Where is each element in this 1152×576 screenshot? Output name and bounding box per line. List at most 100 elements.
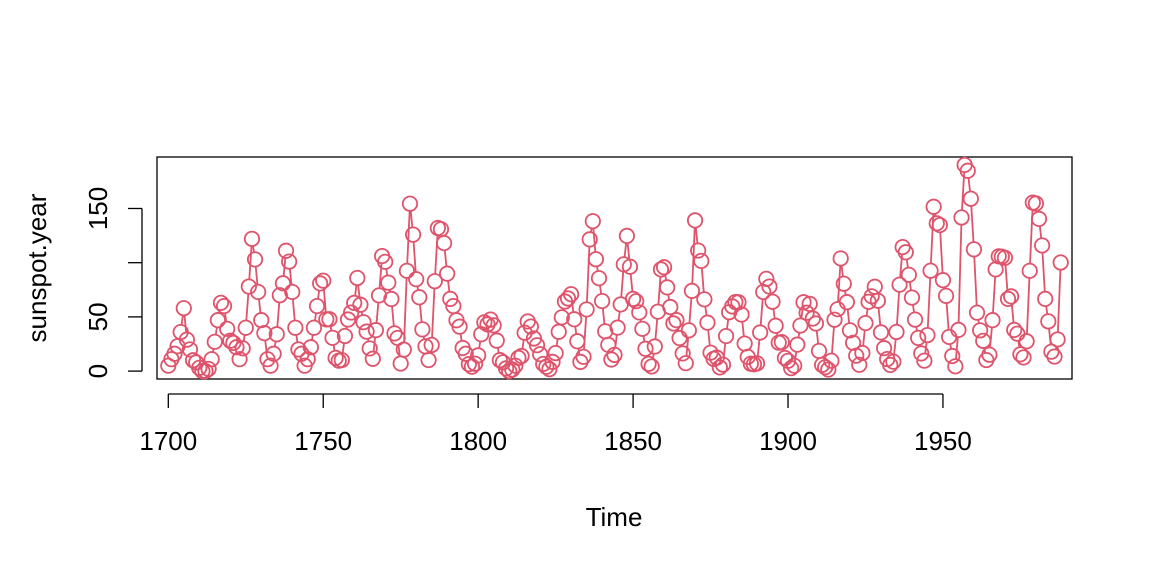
data-point bbox=[717, 327, 735, 345]
data-point bbox=[584, 213, 601, 230]
data-point bbox=[178, 331, 195, 348]
data-point bbox=[1027, 195, 1045, 212]
data-point bbox=[386, 325, 403, 342]
data-point bbox=[1006, 321, 1023, 339]
series-segment bbox=[700, 268, 705, 293]
data-point bbox=[869, 292, 886, 309]
data-point bbox=[315, 272, 332, 289]
series-segment bbox=[447, 280, 451, 292]
data-point bbox=[451, 318, 468, 335]
series-segment bbox=[626, 242, 631, 260]
data-point bbox=[628, 293, 645, 310]
data-point bbox=[662, 298, 679, 316]
data-point bbox=[851, 356, 868, 373]
data-point bbox=[324, 329, 341, 346]
data-point bbox=[1052, 254, 1069, 271]
data-point bbox=[457, 345, 474, 362]
data-point bbox=[594, 292, 611, 310]
data-point bbox=[203, 351, 220, 368]
series-segment bbox=[555, 338, 559, 347]
data-point bbox=[795, 294, 812, 311]
data-point bbox=[962, 190, 979, 207]
data-point bbox=[888, 323, 905, 341]
data-point bbox=[466, 355, 484, 372]
data-point bbox=[975, 332, 992, 349]
data-point bbox=[209, 312, 226, 329]
data-point bbox=[352, 296, 369, 313]
data-point bbox=[559, 290, 577, 307]
data-point bbox=[246, 251, 264, 268]
data-point bbox=[284, 283, 301, 301]
series-segment bbox=[955, 337, 959, 360]
series-segment bbox=[214, 327, 218, 335]
series-segment bbox=[831, 326, 835, 354]
data-point bbox=[683, 282, 701, 299]
series-segment bbox=[741, 321, 745, 337]
y-tick-label: 150 bbox=[83, 187, 113, 230]
data-point bbox=[268, 326, 285, 343]
series-segment bbox=[840, 265, 844, 277]
data-point bbox=[411, 289, 428, 306]
x-tick-label: 1900 bbox=[759, 426, 817, 456]
data-point bbox=[305, 319, 323, 336]
data-point bbox=[764, 293, 781, 310]
data-point bbox=[231, 351, 248, 368]
series-segment bbox=[317, 290, 321, 300]
series-segment bbox=[973, 256, 978, 306]
data-point bbox=[367, 322, 385, 339]
data-point bbox=[237, 319, 254, 336]
data-point bbox=[999, 290, 1017, 307]
data-point bbox=[925, 198, 942, 215]
series-segment bbox=[406, 210, 411, 264]
data-point bbox=[420, 351, 437, 369]
series-segment bbox=[443, 250, 448, 267]
data-point bbox=[212, 294, 230, 311]
data-point bbox=[175, 300, 192, 317]
series-segment bbox=[295, 334, 299, 343]
data-point bbox=[875, 340, 893, 357]
data-point bbox=[693, 252, 710, 270]
data-point bbox=[228, 339, 245, 356]
data-point bbox=[563, 286, 580, 303]
data-point bbox=[674, 345, 691, 362]
data-point bbox=[900, 266, 917, 283]
data-point bbox=[835, 275, 852, 292]
data-point bbox=[953, 209, 970, 226]
series-segment bbox=[896, 291, 900, 325]
series-segment bbox=[862, 330, 866, 346]
series-segment bbox=[1045, 305, 1049, 315]
data-point bbox=[370, 287, 388, 304]
data-point bbox=[578, 301, 595, 318]
data-point bbox=[783, 360, 800, 377]
series-segment bbox=[707, 329, 711, 346]
series-segment bbox=[248, 245, 253, 280]
data-point bbox=[885, 353, 902, 370]
series-segment bbox=[992, 276, 997, 314]
series-segment bbox=[623, 242, 628, 258]
data-point bbox=[1046, 348, 1063, 365]
data-point bbox=[274, 275, 292, 292]
series-segment bbox=[341, 343, 345, 354]
data-point bbox=[937, 287, 955, 304]
data-point bbox=[287, 319, 304, 336]
series-segment bbox=[945, 302, 950, 330]
data-point bbox=[312, 275, 329, 292]
series-segment bbox=[254, 266, 259, 285]
series-segment bbox=[478, 341, 482, 349]
data-point bbox=[944, 347, 961, 365]
series-segment bbox=[314, 313, 317, 321]
data-point bbox=[550, 323, 567, 340]
data-point bbox=[281, 253, 298, 270]
series-segment bbox=[620, 271, 625, 298]
data-point bbox=[606, 346, 623, 363]
series-segment bbox=[354, 285, 358, 296]
data-point bbox=[349, 269, 366, 287]
data-marks bbox=[160, 156, 1069, 380]
data-point bbox=[950, 321, 967, 339]
data-point bbox=[516, 324, 533, 341]
data-point bbox=[631, 304, 648, 321]
data-point bbox=[206, 333, 223, 350]
data-point bbox=[758, 270, 775, 287]
data-point bbox=[618, 227, 635, 245]
